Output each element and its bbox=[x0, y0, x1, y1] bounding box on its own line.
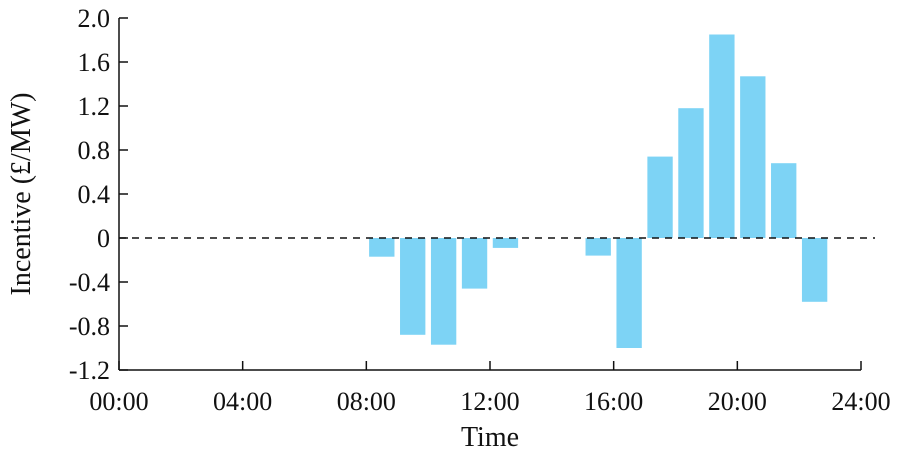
y-tick-label: 0.4 bbox=[78, 180, 111, 209]
bar-23 bbox=[801, 238, 828, 302]
bar-9 bbox=[369, 238, 395, 257]
y-tick-label: -1.2 bbox=[69, 356, 110, 385]
y-tick-label: -0.8 bbox=[69, 312, 110, 341]
bar-16 bbox=[585, 238, 611, 256]
y-tick-label: 2.0 bbox=[78, 4, 111, 33]
x-tick-label: 24:00 bbox=[831, 387, 890, 416]
bar-11 bbox=[430, 238, 457, 345]
bar-12 bbox=[461, 238, 488, 289]
bar-17 bbox=[616, 238, 642, 348]
bar-22 bbox=[771, 163, 797, 238]
y-tick-label: 0 bbox=[97, 224, 110, 253]
y-axis-title: Incentive (£/MW) bbox=[6, 93, 37, 296]
bar-21 bbox=[740, 76, 766, 238]
y-tick-label: 1.6 bbox=[78, 48, 111, 77]
x-tick-label: 12:00 bbox=[460, 387, 519, 416]
bar-13 bbox=[492, 238, 519, 248]
x-tick-label: 00:00 bbox=[89, 387, 148, 416]
x-tick-label: 20:00 bbox=[708, 387, 767, 416]
x-tick-label: 04:00 bbox=[213, 387, 272, 416]
bar-10 bbox=[400, 238, 426, 335]
x-tick-label: 08:00 bbox=[337, 387, 396, 416]
bar-19 bbox=[678, 108, 704, 238]
x-ticks-group: 00:00 04:00 08:00 12:00 16:00 20:00 24:00 bbox=[89, 361, 891, 416]
bars-group bbox=[369, 34, 828, 348]
y-tick-label: 0.8 bbox=[78, 136, 111, 165]
bar-18 bbox=[647, 156, 673, 238]
x-tick-label: 16:00 bbox=[584, 387, 643, 416]
y-tick-label: 1.2 bbox=[78, 92, 111, 121]
x-axis-title: Time bbox=[461, 422, 519, 453]
y-ticks-group: -1.2 -0.8 -0.4 0 0.4 0.8 1.2 1.6 2.0 bbox=[69, 4, 128, 385]
y-tick-label: -0.4 bbox=[69, 268, 110, 297]
bar-20 bbox=[709, 34, 735, 238]
